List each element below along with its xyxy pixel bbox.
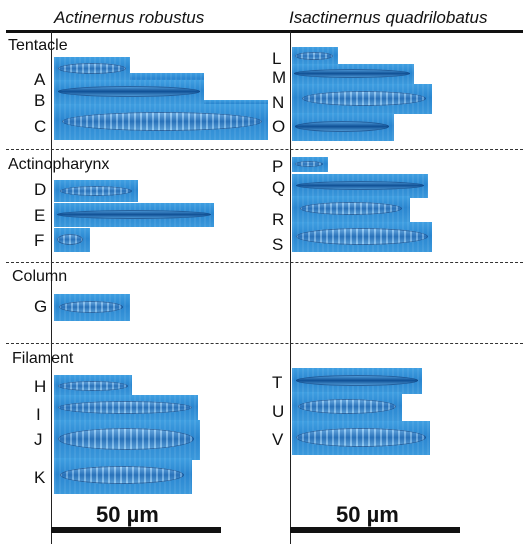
micrograph-tile-g [54,294,130,321]
panel-letter-i: I [36,405,41,424]
species-header-right: Isactinernus quadrilobatus [289,8,488,27]
micrograph-tile-j [54,420,200,460]
micrograph-tile-n [292,84,432,114]
header-rule [6,30,523,33]
micrograph-tile-q [292,174,428,198]
micrograph-tile-e [54,203,214,227]
panel-letter-n: N [272,93,285,112]
panel-letter-l: L [272,49,282,68]
micrograph-tile-a [54,57,130,81]
section-label-column: Column [12,268,68,285]
panel-letter-a: A [34,70,46,89]
micrograph-tile-u [292,392,402,422]
panel-letter-e: E [34,206,46,225]
panel-letter-g: G [34,297,48,316]
scale-label-right: 50 µm [336,502,399,527]
scale-bar-right [290,527,460,533]
micrograph-tile-p [292,157,328,172]
section-divider [6,262,523,263]
micrograph-tile-c [54,104,268,140]
micrograph-tile-b [54,80,204,104]
panel-letter-u: U [272,402,285,421]
micrograph-tile-m [292,64,414,84]
panel-letter-s: S [272,235,284,254]
panel-letter-d: D [34,180,47,199]
micrograph-tile-s [292,222,432,252]
scale-label-left: 50 µm [96,502,159,527]
panel-letter-c: C [34,117,47,136]
panel-letter-t: T [272,373,283,392]
micrograph-tile-v [292,421,430,455]
panel-letter-h: H [34,377,47,396]
panel-letter-f: F [34,231,45,250]
micrograph-tile-k [54,458,192,494]
micrograph-tile-f [54,228,90,252]
panel-letter-b: B [34,91,46,110]
panel-letter-r: R [272,210,285,229]
panel-letter-j: J [34,430,43,449]
scale-bar-left [51,527,221,533]
panel-letter-k: K [34,468,46,487]
micrograph-tile-d [54,180,138,202]
right-column-line [290,31,291,544]
micrograph-tile-i [54,395,198,421]
micrograph-tile-l [292,47,338,65]
micrograph-tile-r [292,196,410,222]
section-divider [6,343,523,344]
panel-letter-q: Q [272,178,286,197]
micrograph-tile-t [292,368,422,394]
panel-letter-p: P [272,157,284,176]
panel-letter-m: M [272,68,287,87]
left-column-line [51,31,52,544]
panel-letter-v: V [272,430,284,449]
section-label-tentacle: Tentacle [8,37,68,54]
micrograph-tile-h [54,375,132,397]
species-header-left: Actinernus robustus [54,8,205,27]
micrograph-tile-o [292,113,394,141]
panel-letter-o: O [272,117,286,136]
section-label-actinopharynx: Actinopharynx [8,156,110,173]
section-divider [6,149,523,150]
section-label-filament: Filament [12,350,74,367]
